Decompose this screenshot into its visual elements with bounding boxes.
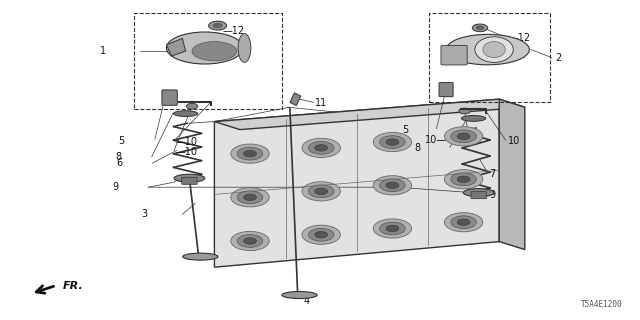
Circle shape	[386, 225, 399, 232]
Ellipse shape	[463, 188, 494, 196]
Polygon shape	[290, 93, 301, 106]
Text: 9: 9	[112, 182, 118, 192]
Circle shape	[444, 170, 483, 189]
Circle shape	[386, 139, 399, 145]
Ellipse shape	[174, 174, 205, 182]
Text: 1: 1	[99, 46, 106, 56]
Text: 2: 2	[556, 52, 562, 63]
Circle shape	[451, 173, 476, 186]
Ellipse shape	[192, 42, 237, 61]
Circle shape	[302, 138, 340, 157]
Text: —12: —12	[223, 26, 245, 36]
Text: —10: —10	[176, 147, 198, 157]
Ellipse shape	[461, 116, 486, 121]
FancyBboxPatch shape	[439, 83, 453, 97]
Circle shape	[373, 176, 412, 195]
Circle shape	[380, 179, 405, 192]
Circle shape	[386, 182, 399, 188]
Circle shape	[302, 225, 340, 244]
Circle shape	[237, 147, 263, 160]
Circle shape	[457, 176, 470, 182]
Circle shape	[308, 185, 334, 198]
Circle shape	[444, 127, 483, 146]
Circle shape	[231, 188, 269, 207]
Circle shape	[373, 132, 412, 152]
Circle shape	[244, 238, 257, 244]
FancyBboxPatch shape	[471, 192, 486, 199]
Circle shape	[457, 133, 470, 140]
Circle shape	[308, 141, 334, 154]
Text: —12: —12	[509, 33, 531, 44]
Ellipse shape	[166, 32, 243, 64]
Circle shape	[472, 24, 488, 32]
Circle shape	[459, 108, 470, 114]
Text: 7: 7	[490, 169, 496, 179]
Circle shape	[451, 130, 476, 143]
Circle shape	[186, 103, 198, 109]
Text: 5: 5	[118, 136, 125, 147]
Polygon shape	[214, 99, 499, 267]
Circle shape	[315, 188, 328, 195]
Circle shape	[308, 228, 334, 241]
Polygon shape	[214, 99, 525, 130]
Circle shape	[209, 21, 227, 30]
Circle shape	[315, 145, 328, 151]
Circle shape	[237, 235, 263, 247]
Ellipse shape	[282, 292, 317, 299]
Circle shape	[457, 219, 470, 225]
Circle shape	[315, 232, 328, 238]
Text: 5: 5	[402, 124, 408, 135]
Ellipse shape	[238, 34, 251, 62]
Text: 9: 9	[490, 190, 496, 200]
Ellipse shape	[183, 253, 218, 260]
Text: —10: —10	[176, 137, 198, 147]
Circle shape	[373, 219, 412, 238]
Circle shape	[451, 216, 476, 228]
Circle shape	[231, 144, 269, 163]
Text: 8: 8	[115, 152, 122, 162]
Text: 4: 4	[304, 296, 310, 306]
Text: 8: 8	[414, 143, 420, 153]
Circle shape	[302, 182, 340, 201]
Ellipse shape	[483, 42, 506, 58]
Text: 11: 11	[315, 98, 327, 108]
Text: 10: 10	[508, 136, 520, 147]
Ellipse shape	[446, 35, 529, 65]
Circle shape	[237, 191, 263, 204]
Circle shape	[244, 194, 257, 201]
Circle shape	[231, 231, 269, 251]
FancyBboxPatch shape	[162, 90, 177, 105]
Text: FR.: FR.	[63, 281, 83, 292]
Text: 10—: 10—	[425, 135, 447, 145]
Text: T5A4E1200: T5A4E1200	[580, 300, 623, 309]
Polygon shape	[166, 38, 186, 56]
Ellipse shape	[173, 111, 198, 116]
Circle shape	[444, 212, 483, 232]
FancyBboxPatch shape	[182, 177, 197, 184]
Polygon shape	[499, 99, 525, 250]
Circle shape	[213, 23, 222, 28]
Text: 6: 6	[116, 158, 123, 168]
Text: 3: 3	[141, 209, 147, 220]
Circle shape	[244, 150, 257, 157]
Ellipse shape	[475, 37, 513, 62]
FancyBboxPatch shape	[441, 45, 467, 65]
Circle shape	[380, 136, 405, 148]
Circle shape	[380, 222, 405, 235]
Circle shape	[476, 26, 484, 30]
